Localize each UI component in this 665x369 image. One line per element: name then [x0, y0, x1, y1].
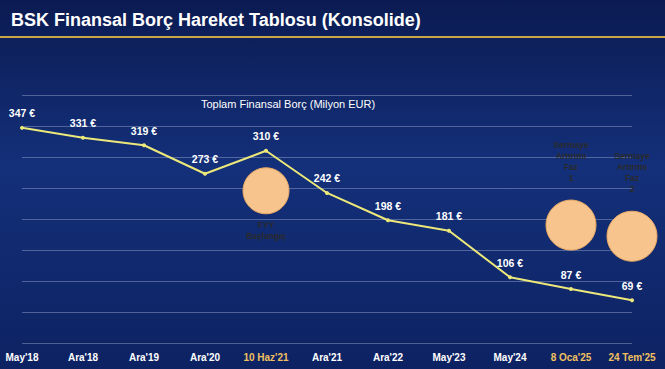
svg-text:May'18: May'18 [6, 352, 39, 363]
svg-text:May'23: May'23 [433, 352, 466, 363]
svg-text:Ara'22: Ara'22 [373, 352, 404, 363]
svg-text:87 €: 87 € [561, 269, 582, 281]
svg-text:Ara'20: Ara'20 [190, 352, 221, 363]
svg-text:Başlangıç: Başlangıç [246, 231, 286, 241]
svg-text:198 €: 198 € [375, 200, 401, 212]
svg-text:331 €: 331 € [70, 117, 96, 129]
svg-text:242 €: 242 € [314, 172, 340, 184]
svg-text:Faz: Faz [625, 173, 639, 183]
svg-text:Faz: Faz [564, 162, 578, 172]
svg-text:1: 1 [569, 173, 574, 183]
svg-text:2: 2 [630, 184, 635, 194]
svg-text:Artırımı: Artırımı [556, 151, 586, 161]
svg-text:347 €: 347 € [9, 107, 35, 119]
svg-text:BSK Finansal Borç Hareket Tabl: BSK Finansal Borç Hareket Tablosu (Konso… [11, 10, 421, 30]
svg-text:Ara'18: Ara'18 [68, 352, 99, 363]
svg-text:Sermaye: Sermaye [553, 140, 589, 150]
svg-text:May'24: May'24 [494, 352, 527, 363]
svg-text:181 €: 181 € [436, 210, 462, 222]
svg-text:319 €: 319 € [131, 125, 157, 137]
svg-text:10 Haz'21: 10 Haz'21 [243, 352, 289, 363]
svg-text:8 Oca'25: 8 Oca'25 [551, 352, 592, 363]
svg-text:69 €: 69 € [622, 280, 643, 292]
svg-text:Toplam Finansal Borç (Milyon E: Toplam Finansal Borç (Milyon EUR) [201, 98, 375, 110]
svg-text:FYY: FYY [258, 220, 275, 230]
svg-text:Ara'21: Ara'21 [312, 352, 343, 363]
svg-text:106 €: 106 € [497, 257, 523, 269]
svg-text:273 €: 273 € [192, 153, 218, 165]
svg-text:Artırımı: Artırımı [617, 162, 647, 172]
svg-text:Ara'19: Ara'19 [129, 352, 160, 363]
svg-text:Sermaye: Sermaye [614, 151, 650, 161]
svg-text:310 €: 310 € [253, 130, 279, 142]
svg-text:24 Tem'25: 24 Tem'25 [608, 352, 656, 363]
